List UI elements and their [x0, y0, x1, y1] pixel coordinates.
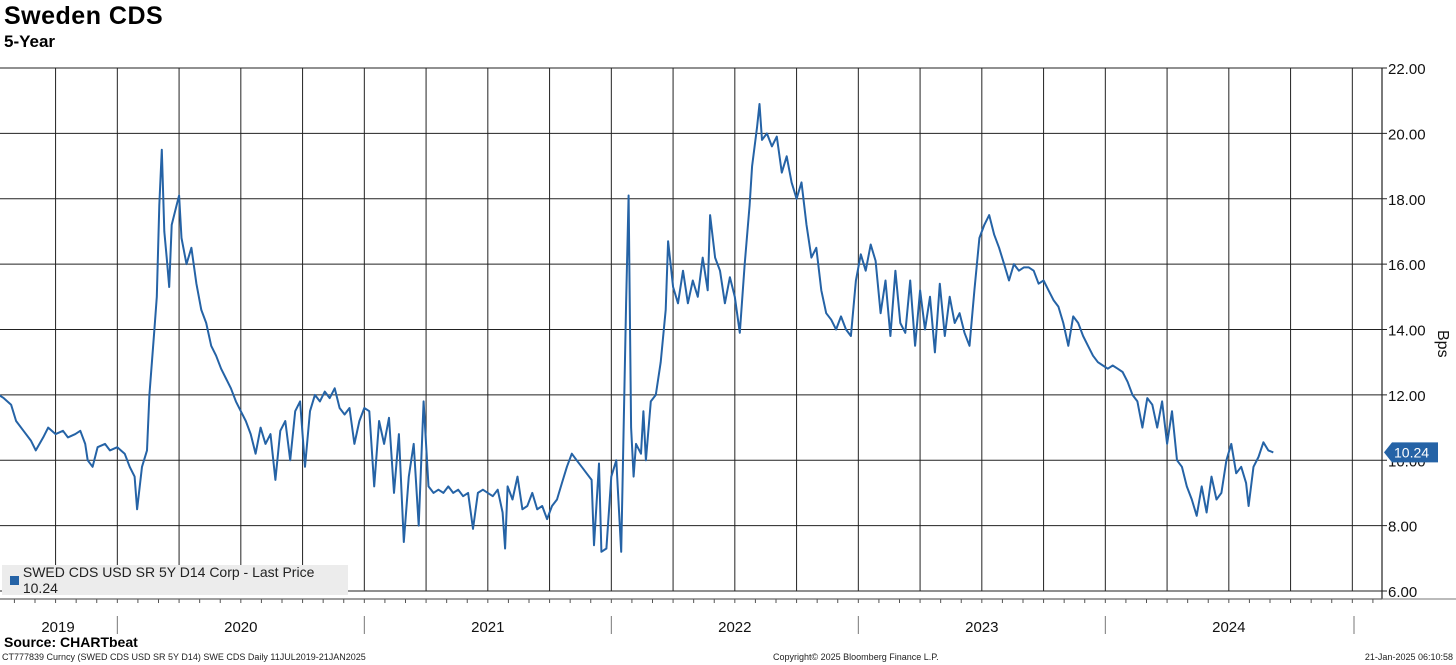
last-price-tag: 10.24	[1384, 442, 1438, 463]
x-tick-label: 2023	[965, 619, 998, 636]
y-tick-label: 18.00	[1388, 192, 1426, 209]
footer-ticker-info: CT777839 Curncy (SWED CDS USD SR 5Y D14)…	[2, 652, 366, 662]
y-tick-label: 22.00	[1388, 61, 1426, 78]
legend-label: SWED CDS USD SR 5Y D14 Corp - Last Price…	[22, 564, 315, 596]
x-tick-label: 2021	[471, 619, 504, 636]
legend-swatch	[10, 575, 19, 585]
last-price-label: 10.24	[1394, 444, 1429, 460]
source-note: Source: CHARTbeat	[4, 634, 138, 650]
x-tick-label: 2024	[1212, 619, 1245, 636]
chart-subtitle: 5-Year	[4, 32, 56, 51]
series-line	[0, 103, 1274, 553]
y-axis-label: Bps	[1434, 330, 1451, 358]
x-tick-label: 2019	[41, 619, 74, 636]
axes	[0, 67, 1456, 634]
y-tick-label: 12.00	[1388, 388, 1426, 405]
chart-title: Sweden CDS	[4, 2, 164, 30]
footer-timestamp: 21-Jan-2025 06:10:58	[1364, 652, 1453, 662]
legend: SWED CDS USD SR 5Y D14 Corp - Last Price…	[2, 564, 348, 596]
x-tick-label: 2022	[718, 619, 751, 636]
footer-copyright: Copyright© 2025 Bloomberg Finance L.P.	[773, 652, 939, 662]
grid-lines	[0, 67, 1382, 592]
y-tick-label: 16.00	[1388, 257, 1426, 274]
y-tick-label: 8.00	[1388, 519, 1417, 536]
y-tick-label: 20.00	[1388, 126, 1426, 143]
y-tick-label: 14.00	[1388, 323, 1426, 340]
tick-labels: 22.0020.0018.0016.0014.0012.0010.008.006…	[41, 61, 1425, 636]
y-tick-label: 6.00	[1388, 584, 1417, 601]
x-tick-label: 2020	[224, 619, 257, 636]
